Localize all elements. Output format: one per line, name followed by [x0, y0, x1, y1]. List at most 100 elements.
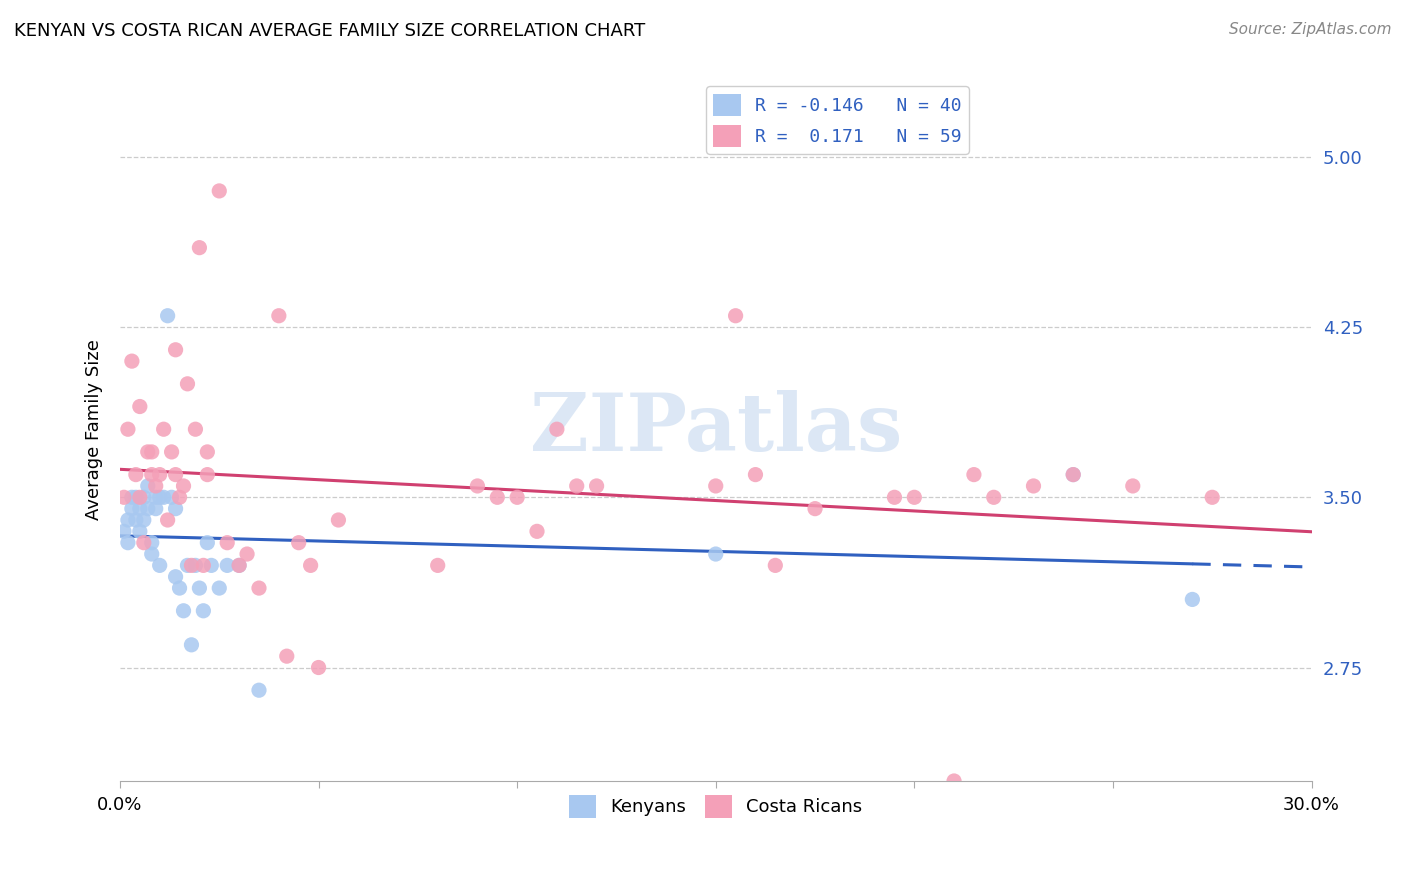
Legend: Kenyans, Costa Ricans: Kenyans, Costa Ricans — [562, 789, 869, 825]
Point — [467, 479, 489, 493]
Point — [160, 445, 183, 459]
Point — [228, 558, 250, 573]
Point — [132, 513, 155, 527]
Point — [236, 547, 259, 561]
Point — [149, 558, 172, 573]
Point — [195, 467, 218, 482]
Point — [121, 501, 143, 516]
Point — [165, 343, 187, 357]
Point — [704, 547, 727, 561]
Point — [117, 422, 139, 436]
Point — [136, 445, 159, 459]
Y-axis label: Average Family Size: Average Family Size — [86, 339, 103, 520]
Point — [526, 524, 548, 539]
Point — [141, 535, 163, 549]
Point — [136, 479, 159, 493]
Point — [276, 649, 298, 664]
Point — [943, 774, 966, 789]
Point — [308, 660, 330, 674]
Point — [724, 309, 747, 323]
Point — [546, 422, 568, 436]
Point — [125, 513, 148, 527]
Point — [217, 535, 239, 549]
Point — [125, 491, 148, 505]
Point — [136, 501, 159, 516]
Point — [145, 501, 167, 516]
Point — [184, 422, 207, 436]
Point — [208, 184, 231, 198]
Point — [169, 581, 191, 595]
Point — [117, 513, 139, 527]
Point — [165, 467, 187, 482]
Point — [195, 535, 218, 549]
Point — [128, 400, 150, 414]
Text: ZIPatlas: ZIPatlas — [530, 390, 901, 468]
Point — [287, 535, 309, 549]
Point — [506, 491, 529, 505]
Point — [145, 479, 167, 493]
Point — [883, 491, 905, 505]
Point — [152, 422, 174, 436]
Point — [328, 513, 350, 527]
Point — [149, 467, 172, 482]
Point — [132, 535, 155, 549]
Point — [184, 558, 207, 573]
Point — [180, 638, 202, 652]
Point — [128, 491, 150, 505]
Point — [247, 581, 270, 595]
Point — [141, 467, 163, 482]
Point — [704, 479, 727, 493]
Point — [121, 491, 143, 505]
Point — [149, 491, 172, 505]
Point — [299, 558, 322, 573]
Point — [132, 491, 155, 505]
Point — [983, 491, 1005, 505]
Point — [1022, 479, 1045, 493]
Point — [173, 479, 195, 493]
Point — [128, 501, 150, 516]
Point — [188, 241, 211, 255]
Point — [128, 524, 150, 539]
Point — [160, 491, 183, 505]
Point — [1062, 467, 1084, 482]
Point — [165, 570, 187, 584]
Point — [169, 491, 191, 505]
Point — [195, 445, 218, 459]
Point — [1201, 491, 1223, 505]
Point — [1122, 479, 1144, 493]
Point — [486, 491, 509, 505]
Point — [565, 479, 588, 493]
Point — [193, 604, 215, 618]
Point — [141, 445, 163, 459]
Point — [156, 513, 179, 527]
Point — [173, 604, 195, 618]
Point — [188, 581, 211, 595]
Point — [744, 467, 766, 482]
Point — [903, 491, 925, 505]
Point — [267, 309, 290, 323]
Point — [180, 558, 202, 573]
Point — [247, 683, 270, 698]
Point — [963, 467, 986, 482]
Point — [200, 558, 222, 573]
Point — [112, 524, 135, 539]
Point — [145, 491, 167, 505]
Point — [1181, 592, 1204, 607]
Point — [121, 354, 143, 368]
Point — [228, 558, 250, 573]
Text: Source: ZipAtlas.com: Source: ZipAtlas.com — [1229, 22, 1392, 37]
Point — [763, 558, 786, 573]
Point — [208, 581, 231, 595]
Point — [125, 467, 148, 482]
Point — [156, 309, 179, 323]
Point — [152, 491, 174, 505]
Point — [804, 501, 827, 516]
Point — [217, 558, 239, 573]
Point — [165, 501, 187, 516]
Point — [141, 547, 163, 561]
Point — [112, 491, 135, 505]
Point — [193, 558, 215, 573]
Text: KENYAN VS COSTA RICAN AVERAGE FAMILY SIZE CORRELATION CHART: KENYAN VS COSTA RICAN AVERAGE FAMILY SIZ… — [14, 22, 645, 40]
Point — [176, 558, 198, 573]
Point — [176, 376, 198, 391]
